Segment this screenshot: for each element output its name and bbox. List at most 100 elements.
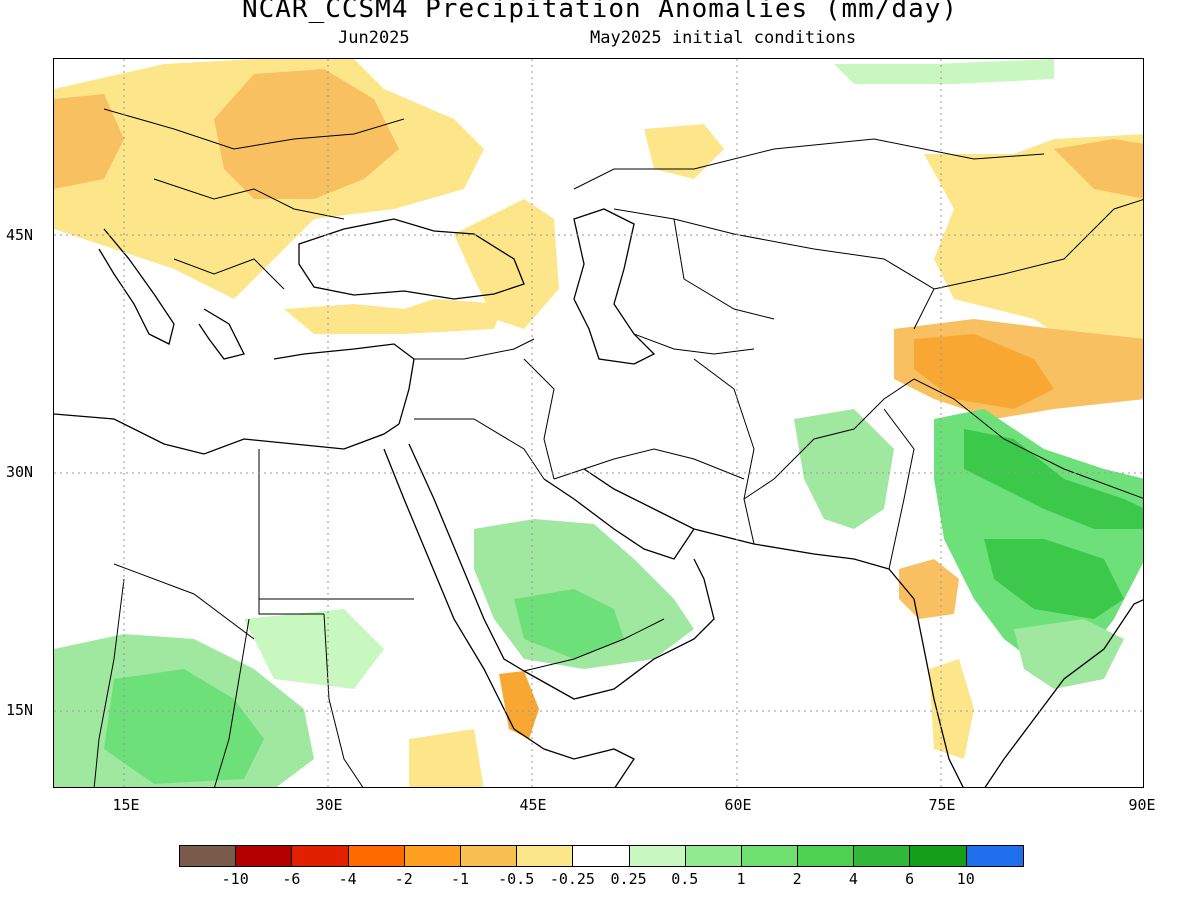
legend-tick-label: -2 [394,870,413,888]
iran-pakistan-coast [693,528,890,570]
italy-coast [98,228,175,345]
legend-tick-label: -0.25 [549,870,595,888]
wet-region-eastern-india [1014,619,1124,689]
wet-region-ganges [984,539,1124,619]
border-iran-afghanistan [693,358,755,545]
dry-region-western-himalaya [914,334,1054,409]
grid-lines [54,59,1143,787]
legend-tick-label: 2 [792,870,802,888]
legend-tick-label: -0.5 [498,870,535,888]
lat-label-45n: 45N [6,226,34,244]
dry-region-yemen [499,671,539,739]
wet-region-russia-north [834,59,1054,84]
caspian-sea-coast [573,208,656,365]
legend-swatch [798,846,855,866]
border-russia-kazakhstan [573,138,1045,190]
legend-swatch [236,846,293,866]
lon-label-60e: 60E [724,796,752,814]
border-libya-chad [113,563,255,640]
dry-region-west-europe [54,94,124,189]
levant-coast [273,343,415,425]
chart-title: NCAR_CCSM4 Precipitation Anomalies (mm/d… [241,0,959,24]
dry-region-west-india [929,659,974,759]
legend-tick-label: -6 [282,870,301,888]
india-west-coast [888,568,964,787]
legend-tick-label: 10 [956,870,975,888]
country-borders [93,108,1143,787]
border-uzbekistan [673,218,775,320]
legend-tick-label: 4 [848,870,858,888]
lon-label-75e: 75E [928,796,956,814]
legend-swatch [854,846,911,866]
legend-tick-label: -10 [221,870,249,888]
forecast-month: Jun2025 [338,28,410,48]
wet-region-pakistan [794,409,894,529]
red-sea-west-coast [383,448,515,730]
lat-label-15n: 15N [6,701,34,719]
legend-swatch [910,846,967,866]
horn-of-africa-coast [513,728,635,787]
legend-swatch [404,846,461,866]
border-europe-3 [173,258,285,290]
dry-region-ukraine [214,69,399,199]
legend-swatch [292,846,349,866]
border-kazakhstan-south [613,208,935,330]
dry-region-caucasus [454,199,559,329]
dry-region-kazakhstan [644,124,724,179]
coastlines [54,208,1143,787]
border-europe-1 [103,108,405,150]
legend-tick-label: 0.25 [610,870,647,888]
lon-label-30e: 30E [315,796,343,814]
dry-region-turkey [284,299,504,334]
legend-swatch [573,846,630,866]
border-saudi-jordan-iraq [414,418,545,480]
india-east-coast [984,599,1143,787]
legend-swatch [966,846,1023,866]
precipitation-map [54,59,1143,787]
legend-swatch [348,846,405,866]
black-sea-coast [298,218,525,300]
wet-region-sudan [244,609,384,689]
lat-label-30n: 30N [6,463,34,481]
legend-tick-label: -1 [450,870,470,888]
border-iran-iraq [523,358,555,480]
border-sudan-ethiopia [323,613,364,787]
legend-swatch [629,846,686,866]
red-sea-east-coast [408,443,525,672]
map-panel [53,58,1144,788]
legend-swatch [180,846,237,866]
dry-region-gujarat [899,559,959,619]
dry-region-northeast [1054,139,1143,199]
north-africa-coast [54,413,400,455]
border-afghanistan-pakistan [743,378,915,500]
border-egypt-libya [258,449,324,615]
border-chad-sudan [214,618,250,787]
wet-region-saudi-core [514,589,624,659]
arabia-south-coast [523,558,715,700]
legend-tick-label: -4 [338,870,357,888]
lon-label-45e: 45E [519,796,547,814]
lon-label-90e: 90E [1128,796,1156,814]
legend-swatch [517,846,574,866]
border-turkey-syria [414,338,535,360]
legend-swatch [460,846,518,866]
dry-region-ethiopia [409,729,484,787]
border-europe-2 [153,178,345,220]
legend-tick-label: 0.5 [671,870,699,888]
legend-tick-label: 1 [736,870,746,888]
border-mongolia-china [933,199,1143,290]
initial-conditions: May2025 initial conditions [590,28,857,48]
border-pakistan-india [883,408,915,570]
border-niger-chad [93,578,125,787]
legend-swatch [741,846,799,866]
wet-region-nepal [964,429,1143,529]
dry-region-mongolia [924,134,1143,359]
persian-gulf-coast [543,468,695,560]
border-saudi-yemen [523,618,665,672]
border-turkmenistan-iran [633,333,755,355]
lon-label-15e: 15E [112,796,140,814]
legend-tick-label: 6 [905,870,915,888]
color-legend [179,845,1024,867]
border-iran-gulf [553,448,745,480]
border-india-china [913,378,1143,499]
